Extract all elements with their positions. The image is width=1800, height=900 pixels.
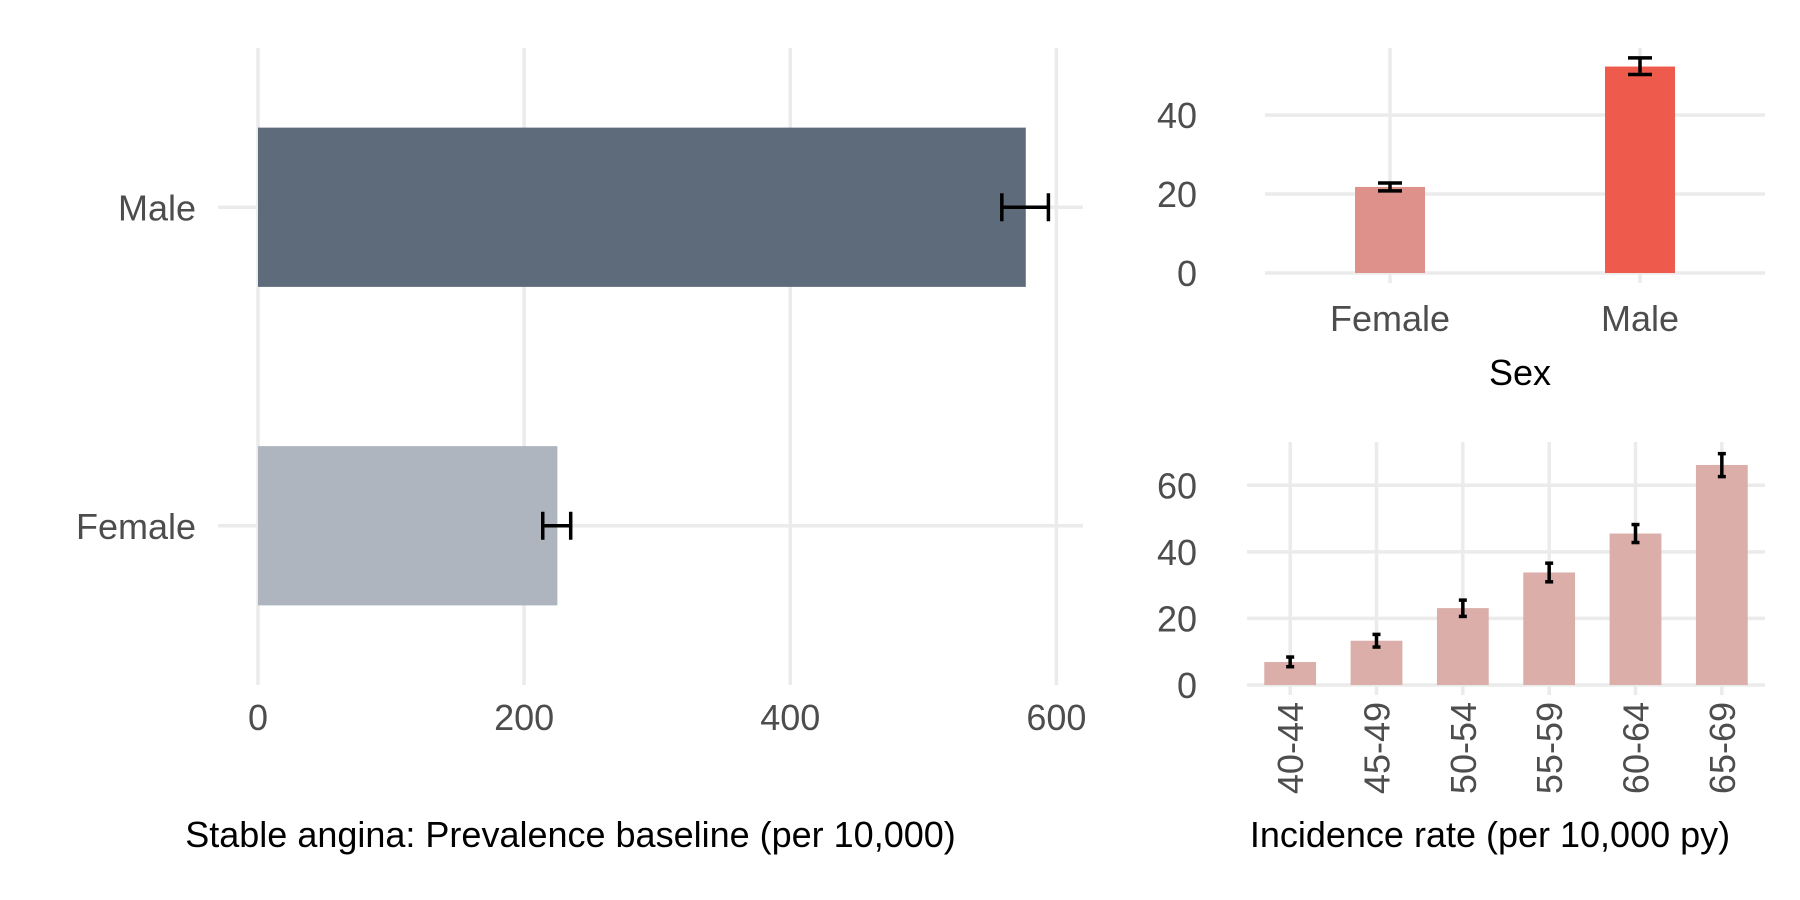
- prevalence-x-tick-label: 0: [248, 697, 268, 738]
- incidence-age-bar-65-69: [1695, 464, 1748, 685]
- incidence-sex-x-tick-label: Male: [1601, 298, 1679, 339]
- incidence-sex-bar-male: [1605, 66, 1675, 273]
- incidence-sex-y-tick-label: 0: [1177, 253, 1197, 294]
- incidence-age-x-tick-label: 50-54: [1443, 702, 1484, 794]
- incidence-age-y-tick-label: 60: [1157, 465, 1197, 506]
- prevalence-x-tick-label: 200: [494, 697, 554, 738]
- incidence-age-x-tick-label: 55-59: [1529, 702, 1570, 794]
- incidence-sex-bar-female: [1355, 186, 1425, 273]
- incidence-age-x-axis-title: Incidence rate (per 10,000 py): [1250, 814, 1730, 855]
- prevalence-by-sex-chart: Female Male 0 200 400 600 Stable angina: Preva…: [76, 48, 1086, 855]
- incidence-sex-y-tick-label: 20: [1157, 174, 1197, 215]
- prevalence-bar-female: [258, 446, 558, 606]
- incidence-age-y-tick-label: 0: [1177, 665, 1197, 706]
- prevalence-y-tick-label: Female: [76, 506, 196, 547]
- incidence-sex-x-axis-title: Sex: [1489, 352, 1551, 393]
- incidence-by-sex-chart: 0 20 40 Female Male Sex: [1157, 48, 1765, 393]
- incidence-age-x-tick-label: 60-64: [1616, 702, 1657, 794]
- incidence-age-x-tick-label: 45-49: [1357, 702, 1398, 794]
- incidence-sex-x-tick-label: Female: [1330, 298, 1450, 339]
- prevalence-x-tick-label: 600: [1026, 697, 1086, 738]
- prevalence-x-tick-label: 400: [760, 697, 820, 738]
- incidence-age-x-tick-label: 40-44: [1270, 702, 1311, 794]
- incidence-age-bar-40-44: [1264, 662, 1317, 685]
- prevalence-bar-male: [258, 127, 1026, 287]
- incidence-age-y-tick-label: 40: [1157, 532, 1197, 573]
- prevalence-y-tick-label: Male: [118, 187, 196, 228]
- incidence-age-x-tick-label: 65-69: [1702, 702, 1743, 794]
- incidence-age-y-tick-label: 20: [1157, 598, 1197, 639]
- incidence-age-bar-55-59: [1523, 572, 1576, 685]
- incidence-age-bar-60-64: [1609, 533, 1662, 685]
- incidence-sex-y-tick-label: 40: [1157, 95, 1197, 136]
- incidence-age-bar-50-54: [1436, 608, 1489, 685]
- prevalence-x-axis-title: Stable angina: Prevalence baseline (per …: [185, 814, 956, 855]
- incidence-by-age-chart: 0 20 40 60 40-44 45-49 50-54 55-59 60-64 65-69 Inc…: [1157, 442, 1765, 855]
